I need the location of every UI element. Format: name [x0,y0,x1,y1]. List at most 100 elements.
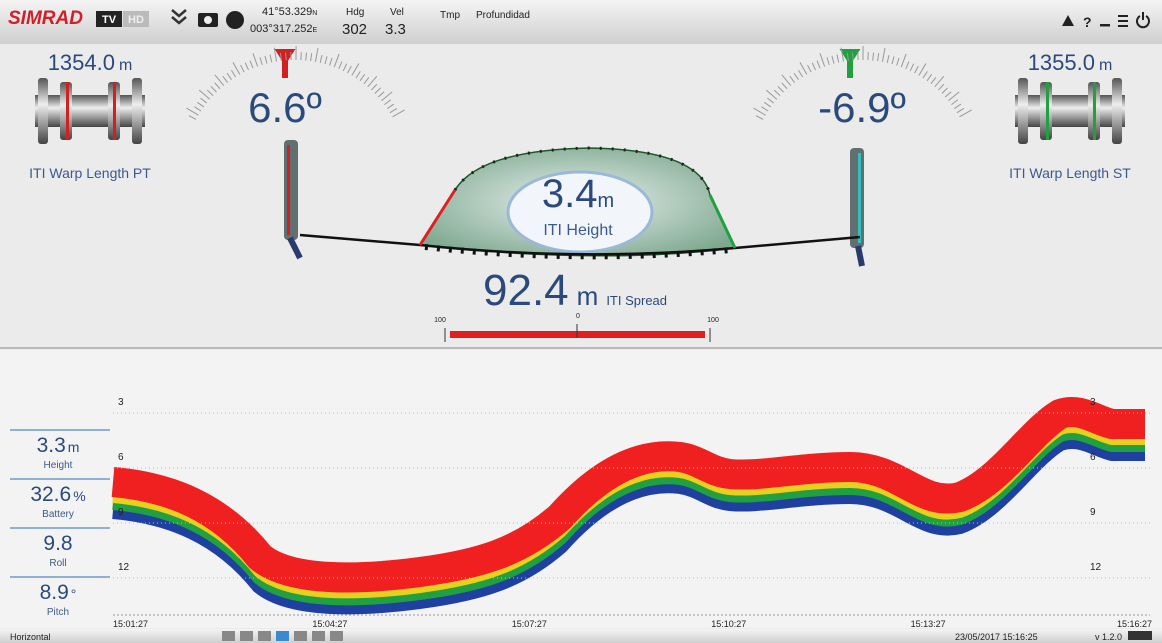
status-bar-bg [0,629,1162,643]
winch-drum [1015,95,1125,127]
speed-label: Vel [390,7,404,18]
gauge-tick [347,65,352,74]
gauge-tick [846,52,849,61]
speed-value: 3.3 [385,21,406,38]
view-button[interactable] [330,631,343,641]
gauge-tick [273,47,278,62]
warp-length-unit: m [1099,57,1112,74]
door-st-shoe [855,245,865,267]
warp-length-st: 1355.0 m [1028,50,1113,75]
net-height: 3.4m [542,172,614,216]
gauge-tick [807,64,812,73]
net-height-value: 3.4 [542,172,598,216]
gauge-tick [206,89,214,96]
gauge-tick [249,60,254,69]
gauge-tick [194,106,202,112]
warp-label-pt: ITI Warp Length PT [29,165,151,181]
gauge-tick [214,82,221,90]
gauge-tick [371,83,378,91]
sensor-value-number: 8.9 [40,581,69,604]
gauge-tick [259,57,263,66]
view-button[interactable] [294,631,307,641]
menu-button[interactable] [1118,15,1128,27]
door-st [850,148,864,248]
gauge-tick [877,53,880,62]
gauge-tick [232,62,241,75]
echo-band-red [111,397,1145,593]
gauge-tick [374,87,381,94]
heading-value: 302 [342,21,367,38]
wing-pt [418,189,457,246]
winch-flange [38,78,48,144]
net-spread-value: 92.4 [483,266,569,315]
gauge-tick [392,109,405,118]
gauge-tick [900,53,907,68]
sensor-value: 32.6% [30,483,85,506]
sensor-value: 9.8 [43,532,72,555]
view-button[interactable] [258,631,271,641]
help-button[interactable]: ? [1083,14,1092,30]
gauge-tick [198,89,211,100]
view-button[interactable] [222,631,235,641]
gauge-tick [944,91,952,98]
depth-label: 9 [118,507,124,518]
alarm-button[interactable] [1062,15,1074,26]
power-button[interactable] [1136,12,1150,29]
gauge-tick [938,83,945,91]
gauge-tick [384,99,392,105]
sensor-value-unit: m [68,439,80,455]
longitude: 003°317.252E [250,23,318,35]
gauge-tick [954,103,962,109]
gauge-tick [285,52,287,61]
view-button[interactable] [240,631,253,641]
gauge-tick [269,54,273,63]
version: v 1.2.0 [1095,632,1122,642]
wing-st [708,194,737,249]
gauge-tick [852,52,854,61]
gauge-tick [914,65,919,74]
tv-badge-label: TV [102,14,117,26]
time-label: 15:16:27 [1117,619,1152,629]
hd-badge[interactable] [123,11,149,27]
gauge-tick [831,55,835,64]
collapse-button[interactable] [171,9,187,25]
gauge-tick [338,61,343,70]
view-button[interactable] [276,631,289,641]
tv-badge[interactable] [96,11,122,27]
gauge-tick [918,63,927,76]
sensor-label: Height [44,460,73,471]
warp-length-unit: m [119,57,132,74]
minimize-button[interactable] [1100,24,1110,27]
gauge-tick [279,52,282,61]
gauge-tick [773,89,781,96]
gauge-tick [186,107,199,116]
gauge-tick [188,115,197,120]
gauge-tick [951,99,959,105]
time-label: 15:04:27 [312,619,347,629]
sensor-value-unit: ° [71,586,77,602]
depth-label: 3 [1090,397,1096,408]
gauge-tick [381,91,393,102]
record-button[interactable] [226,11,244,29]
gauge-tick [922,71,928,79]
gauge-tick [797,69,804,78]
gauge-tick [896,57,900,66]
time-label: 15:10:27 [711,619,746,629]
gauge-tick [210,86,217,93]
gauge-tick [930,77,937,85]
gauge-tick [230,69,237,78]
gauge-tick [793,72,799,80]
sensor-value-unit: % [73,488,85,504]
gauge-tick [314,48,319,62]
spread-scale-label: 100 [434,317,446,324]
gauge-tick [240,64,245,73]
status-bar: Horizontal 23/05/2017 15:16:25 v 1.2.0 [0,629,1162,643]
warp-length-pt: 1354.0 m [48,50,133,75]
net-spread: 92.4 m ITI Spread [483,266,667,315]
gauge-tick [881,48,886,62]
heading-label: Hdg [346,7,364,18]
view-button[interactable] [312,631,325,641]
sensor-value-number: 3.3 [37,434,66,457]
time-label: 15:13:27 [911,619,946,629]
